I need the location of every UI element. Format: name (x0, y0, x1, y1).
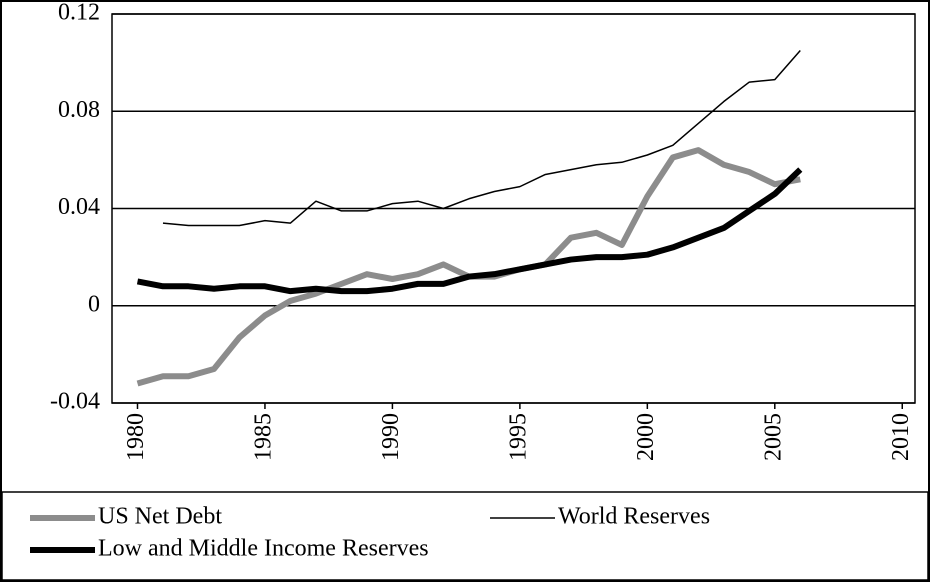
x-tick-label: 1980 (123, 413, 149, 461)
legend-label: Low and Middle Income Reserves (98, 536, 429, 562)
y-tick-label: 0 (88, 291, 100, 317)
x-tick-label: 1990 (378, 413, 404, 461)
legend-box (1, 491, 929, 581)
x-tick-label: 2005 (760, 413, 786, 461)
x-tick-label: 2000 (633, 413, 659, 461)
y-tick-label: 0.12 (58, 0, 100, 26)
y-tick-label: 0.08 (58, 97, 100, 123)
x-tick-label: 1995 (505, 413, 531, 461)
series-line (136, 147, 801, 387)
plot-area (111, 13, 916, 404)
series-line (136, 167, 803, 295)
legend-label: US Net Debt (98, 504, 222, 530)
y-tick-label: -0.04 (50, 389, 100, 415)
x-tick-label: 1985 (250, 413, 276, 461)
x-tick-label: 2010 (888, 413, 914, 461)
series-line (162, 49, 801, 227)
legend-label: World Reserves (558, 504, 710, 530)
y-tick-label: 0.04 (58, 194, 100, 220)
